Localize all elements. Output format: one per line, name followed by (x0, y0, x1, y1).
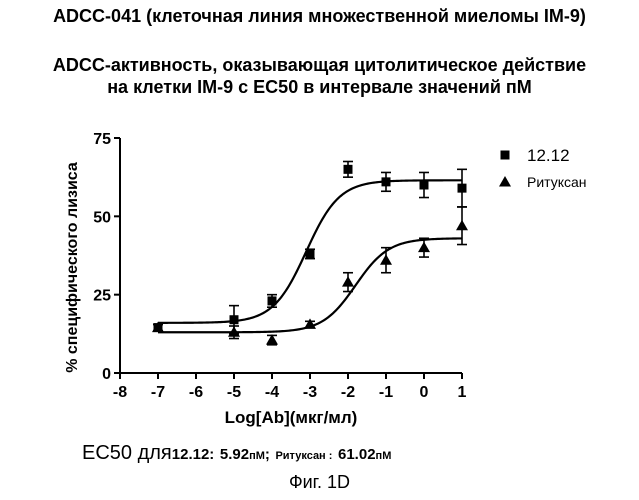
ec50-unit-b: пМ (376, 450, 392, 462)
data-point-square (420, 181, 429, 190)
data-point-square (458, 184, 467, 193)
y-tick-label: 75 (93, 131, 111, 148)
data-point-square (382, 177, 391, 186)
ec50-unit-a: пМ (249, 450, 265, 462)
figure-label: Фиг. 1D (0, 472, 639, 493)
x-tick-label: -1 (379, 384, 393, 401)
axes: 0 25 50 75 -8 -7 -6 -5 -4 -3 -2 -1 0 1 Log[Ab](мкг/мл)… (64, 131, 467, 427)
x-tick-label: -5 (227, 384, 241, 401)
y-tick-label: 25 (93, 288, 111, 305)
y-tick-label: 0 (102, 366, 111, 383)
x-axis-label: Log[Ab](мкг/мл) (225, 408, 358, 427)
ec50-series-a-value: 5.92 (220, 446, 249, 463)
data-point-square (230, 315, 239, 324)
y-tick-label: 50 (93, 209, 111, 226)
legend-marker-square (501, 151, 510, 160)
ec50-series-b-name: Ритуксан : (275, 450, 332, 462)
legend-label: Ритуксан (527, 174, 587, 190)
data-point-triangle (380, 254, 392, 265)
legend: 12.12 Ритуксан (499, 146, 587, 190)
x-tick-label: -8 (113, 384, 127, 401)
data-point-square (268, 296, 277, 305)
x-tick-label: 1 (458, 384, 467, 401)
data-point-triangle (418, 242, 430, 253)
data-point-square (306, 249, 315, 258)
data-points (152, 162, 468, 345)
ec50-separator: ; (265, 446, 270, 463)
x-tick-label: -2 (341, 384, 355, 401)
x-tick-label: -7 (151, 384, 165, 401)
x-tick-label: -3 (303, 384, 317, 401)
data-point-triangle (456, 220, 468, 231)
y-axis-label: % специфического лизиса (64, 162, 81, 373)
x-tick-label: 0 (420, 384, 429, 401)
x-tick-label: -6 (189, 384, 203, 401)
ec50-series-b-value: 61.02 (338, 446, 376, 463)
data-point-triangle (304, 318, 316, 329)
legend-marker-triangle (499, 176, 511, 187)
ec50-series-a-name: 12.12: (172, 446, 215, 463)
ec50-prefix: EC50 для (82, 442, 172, 464)
x-tick-label: -4 (265, 384, 279, 401)
data-point-square (344, 165, 353, 174)
legend-label: 12.12 (527, 146, 570, 165)
ec50-summary: EC50 для12.12: 5.92пМ; Ритуксан : 61.02п… (82, 442, 391, 465)
data-point-triangle (342, 276, 354, 287)
